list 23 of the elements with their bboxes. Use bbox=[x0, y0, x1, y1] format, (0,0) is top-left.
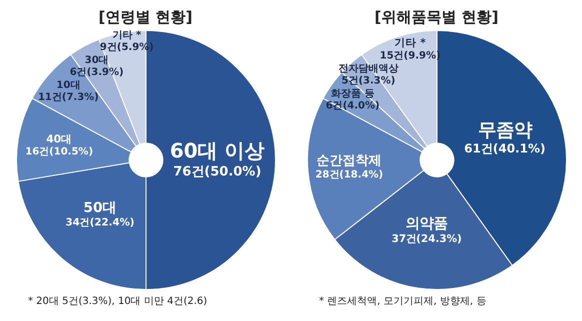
data-label: 11건(7.3%) bbox=[37, 92, 98, 104]
slice-label: 40대 bbox=[46, 132, 72, 146]
text: * 렌즈세척액, 모기기피제, 방향제, 등 bbox=[319, 295, 488, 308]
slice-label: 순간접착제 bbox=[316, 154, 382, 169]
data-label: 28건(18.4%) bbox=[314, 170, 383, 181]
slice-label: 무좀약 bbox=[477, 120, 532, 141]
slice-label: 화장품 등 bbox=[330, 88, 374, 100]
slice-label: 의약품 bbox=[405, 216, 448, 232]
data-label: 37건(24.3%) bbox=[391, 232, 462, 245]
slice-label: 기타 * bbox=[112, 30, 142, 42]
data-label: 16건(10.5%) bbox=[24, 146, 93, 158]
slice-label: 50대 bbox=[82, 200, 116, 216]
text: * 20대 5건(3.3%), 10대 미만 4건(2.6) bbox=[28, 295, 208, 308]
chart-title: [연령별 현황] bbox=[98, 8, 194, 28]
slice-label: 60대 이상 bbox=[169, 138, 264, 162]
slice-label: 전자담배액상 bbox=[338, 63, 398, 74]
slice-label: 30대 bbox=[84, 55, 108, 66]
data-label: 76건(50.0%) bbox=[172, 164, 261, 180]
slice-label: 10대 bbox=[56, 80, 80, 92]
chart-title: [위해품목별 현황] bbox=[374, 8, 500, 28]
slice-label: 기타 * bbox=[394, 37, 426, 50]
data-label: 34건(22.4%) bbox=[64, 217, 134, 228]
data-label: 61건(40.1%) bbox=[464, 141, 545, 156]
